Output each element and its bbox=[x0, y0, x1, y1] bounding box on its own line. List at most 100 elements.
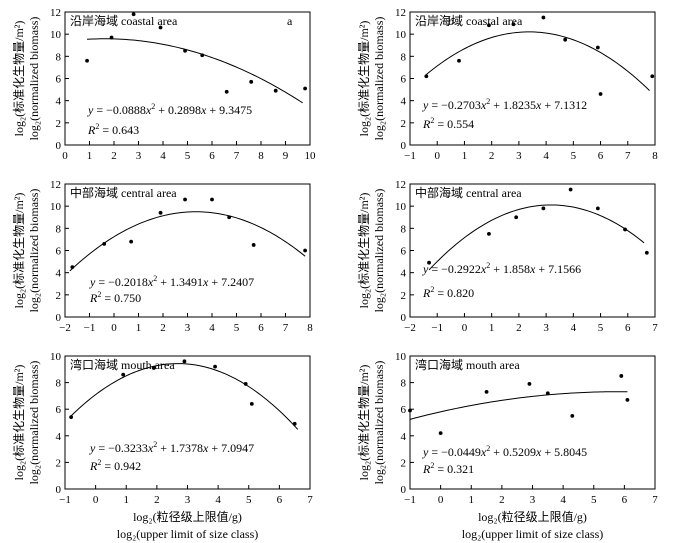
y-tick-label: 8 bbox=[401, 378, 407, 390]
x-tick-label: 5 bbox=[246, 494, 252, 506]
y-tick-label: 12 bbox=[395, 7, 406, 19]
x-tick-label: 7 bbox=[652, 494, 658, 506]
x-tick-label: 3 bbox=[516, 150, 522, 162]
y-axis-label-cn: log₂(标准化生物量/m²) bbox=[12, 193, 26, 309]
data-point bbox=[183, 48, 187, 53]
x-axis-label-en: log₂(upper limit of size class) bbox=[117, 527, 258, 541]
y-tick-label: 10 bbox=[50, 351, 62, 363]
x-axis-label-cn: log₂(粒径级上限值/g) bbox=[133, 509, 242, 524]
y-tick-label: 2 bbox=[401, 290, 407, 302]
data-point bbox=[303, 248, 307, 253]
y-tick-label: 10 bbox=[395, 351, 407, 363]
x-tick-label: 1 bbox=[469, 494, 475, 506]
x-tick-label: −1 bbox=[84, 322, 96, 334]
x-tick-label: −2 bbox=[404, 322, 416, 334]
x-tick-label: 6 bbox=[277, 494, 283, 506]
y-tick-label: 8 bbox=[56, 378, 62, 390]
y-tick-label: 4 bbox=[56, 96, 62, 108]
y-tick-label: 6 bbox=[56, 74, 62, 86]
x-tick-label: 5 bbox=[591, 494, 597, 506]
x-tick-label: 0 bbox=[434, 150, 440, 162]
x-tick-label: 6 bbox=[598, 150, 604, 162]
data-point bbox=[644, 250, 649, 255]
x-tick-label: 2 bbox=[499, 494, 505, 506]
y-tick-label: 0 bbox=[401, 484, 407, 496]
data-point bbox=[183, 197, 187, 202]
data-point bbox=[227, 215, 232, 220]
data-point bbox=[563, 37, 568, 42]
data-point bbox=[131, 12, 136, 17]
fit-equation: y = −0.2018x2 + 1.3491x + 7.2407 bbox=[89, 274, 254, 289]
data-point bbox=[650, 74, 655, 79]
y-axis-label-cn: log₂(标准化生物量/m²) bbox=[357, 193, 371, 309]
x-tick-label: 4 bbox=[215, 494, 221, 506]
y-tick-label: 0 bbox=[56, 484, 62, 496]
data-point bbox=[595, 206, 600, 211]
data-point bbox=[121, 372, 126, 377]
data-point bbox=[487, 231, 491, 236]
x-tick-label: 7 bbox=[307, 494, 313, 506]
y-tick-label: 4 bbox=[401, 96, 407, 108]
panel-title: 湾口海域 mouth area bbox=[415, 357, 520, 372]
y-tick-label: 0 bbox=[56, 312, 62, 324]
x-tick-label: 3 bbox=[185, 494, 191, 506]
x-tick-label: 5 bbox=[598, 322, 604, 334]
data-point bbox=[70, 265, 75, 270]
x-tick-label: 2 bbox=[111, 150, 117, 162]
data-point bbox=[224, 89, 229, 94]
x-tick-label: 0 bbox=[93, 494, 99, 506]
data-point bbox=[514, 215, 519, 220]
data-point bbox=[427, 260, 431, 265]
r-squared: R2 = 0.554 bbox=[422, 116, 474, 131]
y-axis-label-en: log₂(normalized biomass) bbox=[372, 17, 386, 141]
data-point bbox=[541, 15, 546, 20]
y-tick-label: 6 bbox=[401, 74, 407, 86]
panel-title: 湾口海域 mouth area bbox=[70, 357, 175, 372]
x-tick-label: 3 bbox=[136, 150, 142, 162]
x-tick-label: 7 bbox=[652, 322, 658, 334]
x-tick-label: 1 bbox=[124, 494, 130, 506]
x-tick-label: 6 bbox=[209, 150, 215, 162]
y-tick-label: 8 bbox=[56, 223, 62, 235]
y-tick-label: 12 bbox=[50, 179, 61, 191]
y-tick-label: 12 bbox=[50, 7, 61, 19]
y-tick-label: 2 bbox=[401, 118, 407, 130]
r-squared: R2 = 0.643 bbox=[87, 122, 139, 137]
x-tick-label: 4 bbox=[160, 150, 166, 162]
y-tick-label: 2 bbox=[56, 118, 62, 130]
y-tick-label: 4 bbox=[401, 431, 407, 443]
data-point bbox=[249, 79, 254, 84]
y-axis-label-cn: log₂(标准化生物量/m²) bbox=[12, 21, 26, 137]
data-point bbox=[527, 382, 532, 386]
data-point bbox=[102, 241, 107, 246]
y-tick-label: 10 bbox=[50, 29, 62, 41]
y-tick-label: 10 bbox=[50, 201, 62, 213]
data-point bbox=[438, 431, 443, 436]
panel-label: b bbox=[448, 14, 454, 28]
x-tick-label: −1 bbox=[404, 150, 416, 162]
x-tick-label: 7 bbox=[234, 150, 240, 162]
y-tick-label: 4 bbox=[56, 268, 62, 280]
y-tick-label: 6 bbox=[401, 404, 407, 416]
y-tick-label: 0 bbox=[401, 312, 407, 324]
x-axis-label-en: log₂(upper limit of size class) bbox=[462, 527, 603, 541]
data-point bbox=[151, 366, 156, 370]
x-tick-label: 0 bbox=[462, 322, 468, 334]
data-point bbox=[109, 35, 114, 40]
y-axis-label-en: log₂(normalized biomass) bbox=[27, 189, 41, 313]
x-tick-label: −1 bbox=[431, 322, 443, 334]
fit-equation: y = −0.2703x2 + 1.8235x + 7.1312 bbox=[422, 97, 587, 112]
y-tick-label: 10 bbox=[395, 29, 407, 41]
y-axis-label-cn: log₂(标准化生物量/m²) bbox=[357, 365, 371, 481]
x-tick-label: 1 bbox=[136, 322, 142, 334]
y-tick-label: 10 bbox=[395, 201, 407, 213]
data-point bbox=[484, 390, 489, 394]
x-tick-label: 4 bbox=[560, 494, 566, 506]
x-tick-label: 1 bbox=[489, 322, 495, 334]
y-tick-label: 6 bbox=[56, 404, 62, 416]
x-tick-label: 8 bbox=[307, 322, 313, 334]
x-tick-label: 4 bbox=[571, 322, 577, 334]
y-tick-label: 2 bbox=[56, 290, 62, 302]
